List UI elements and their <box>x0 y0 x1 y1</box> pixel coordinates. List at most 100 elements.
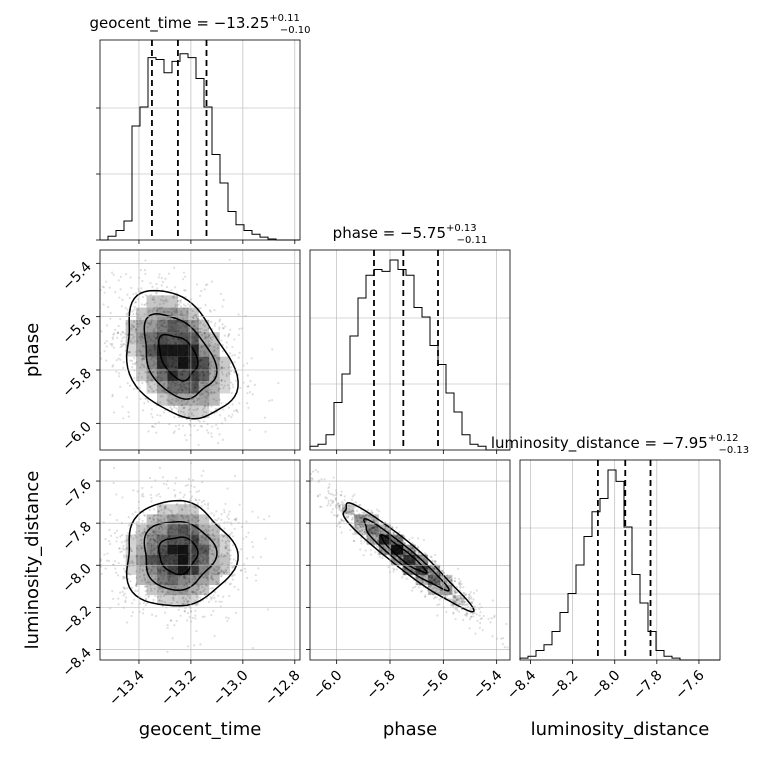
scatter-point <box>172 586 175 589</box>
scatter-point <box>153 572 156 575</box>
scatter-point <box>231 383 234 386</box>
scatter-point <box>152 538 155 541</box>
scatter-point <box>420 574 423 577</box>
scatter-point <box>187 594 190 598</box>
scatter-point <box>180 313 183 316</box>
contour-line <box>363 518 450 592</box>
scatter-point <box>144 303 147 306</box>
scatter-point <box>190 513 194 516</box>
scatter-point <box>183 609 187 613</box>
scatter-point <box>183 600 186 603</box>
scatter-point <box>109 534 113 537</box>
scatter-point <box>335 515 339 518</box>
scatter-point <box>100 558 102 561</box>
scatter-point <box>454 605 458 608</box>
scatter-luminosity_distance-vs-geocent_time <box>100 461 271 653</box>
scatter-point <box>440 581 443 584</box>
scatter-point <box>379 529 382 532</box>
scatter-point <box>310 477 313 480</box>
scatter-point <box>159 401 162 404</box>
scatter-frame <box>99 459 301 661</box>
scatter-point <box>231 345 234 349</box>
scatter-point <box>380 530 383 533</box>
scatter-point <box>210 432 213 435</box>
scatter-luminosity_distance-vs-phase <box>310 469 509 649</box>
scatter-point <box>220 401 223 405</box>
scatter-point <box>163 506 166 509</box>
scatter-point <box>234 559 238 562</box>
scatter-point <box>196 320 199 323</box>
scatter-point <box>150 322 153 325</box>
density-cell <box>167 393 178 406</box>
density-cell <box>354 514 367 525</box>
scatter-point <box>176 304 180 307</box>
scatter-point <box>188 596 192 599</box>
scatter-point <box>150 368 153 371</box>
scatter-point <box>165 298 168 301</box>
scatter-point <box>359 539 363 543</box>
scatter-point <box>350 498 354 501</box>
scatter-point <box>192 409 195 412</box>
scatter-point <box>218 356 221 359</box>
scatter-point <box>419 590 423 593</box>
scatter-point <box>154 357 157 360</box>
scatter-frame <box>99 249 301 451</box>
scatter-point <box>147 380 150 383</box>
scatter-point <box>375 534 378 537</box>
scatter-point <box>140 555 143 559</box>
density-cell <box>209 393 220 406</box>
scatter-point <box>216 343 219 346</box>
scatter-point <box>228 583 231 586</box>
scatter-point <box>453 595 456 598</box>
scatter-point <box>175 407 178 410</box>
scatter-point <box>222 595 225 598</box>
scatter-point <box>354 524 357 527</box>
scatter-point <box>452 589 455 592</box>
scatter-point <box>165 285 169 289</box>
scatter-point <box>153 542 156 545</box>
scatter-point <box>361 524 364 527</box>
scatter-point <box>204 335 207 338</box>
scatter-point <box>180 514 183 517</box>
scatter-point <box>206 578 210 582</box>
scatter-point <box>196 328 200 331</box>
scatter-point <box>142 336 145 340</box>
scatter-point <box>143 356 146 359</box>
scatter-point <box>225 346 228 349</box>
density-cell <box>198 544 210 555</box>
scatter-point <box>158 524 162 528</box>
scatter-point <box>209 388 212 391</box>
scatter-point <box>233 518 236 521</box>
density-cell <box>452 595 465 606</box>
scatter-point <box>209 587 212 590</box>
scatter-point <box>213 514 216 517</box>
scatter-point <box>188 616 191 619</box>
scatter-point <box>121 590 124 593</box>
scatter-point <box>186 401 189 404</box>
scatter-point <box>430 556 433 559</box>
scatter-point <box>459 580 462 583</box>
y-tick-label: −8.4 <box>59 645 94 680</box>
density-cell <box>146 544 158 555</box>
scatter-point <box>336 513 340 517</box>
scatter-point <box>471 600 474 604</box>
scatter-point <box>155 291 159 294</box>
scatter-point <box>185 515 188 518</box>
scatter-point <box>150 574 154 578</box>
scatter-point <box>144 259 147 262</box>
scatter-point <box>207 533 210 536</box>
scatter-point <box>188 593 192 597</box>
scatter-point <box>173 430 176 433</box>
scatter-point <box>135 523 138 526</box>
scatter-point <box>229 381 233 384</box>
density-cell <box>188 332 199 345</box>
scatter-point <box>176 299 179 303</box>
scatter-point <box>105 345 108 348</box>
scatter-point <box>328 485 331 488</box>
density-cell <box>167 319 178 333</box>
scatter-point <box>400 554 403 557</box>
scatter-point <box>453 591 457 594</box>
scatter-point <box>174 493 177 497</box>
scatter-point <box>143 358 146 361</box>
scatter-point <box>217 517 220 520</box>
